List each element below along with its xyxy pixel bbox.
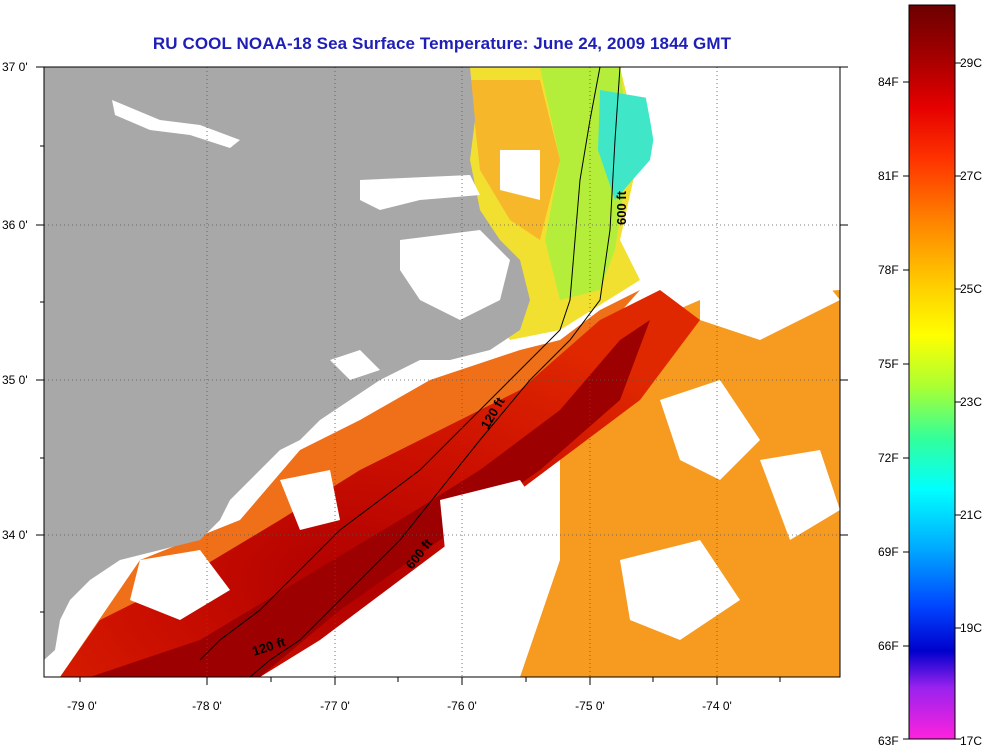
- celsius-label: 23C: [960, 395, 982, 409]
- cloud-patch: [700, 250, 840, 340]
- fahrenheit-label: 84F: [878, 75, 899, 89]
- pamlico-sound: [400, 230, 510, 320]
- fahrenheit-label: 75F: [878, 357, 899, 371]
- cloud-patch: [280, 470, 340, 530]
- longitude-label: -75 0': [575, 699, 605, 713]
- fahrenheit-label: 63F: [878, 734, 899, 748]
- cloud-patch: [130, 550, 230, 620]
- colorbar-gradient: [908, 4, 956, 740]
- fahrenheit-label: 69F: [878, 545, 899, 559]
- cloud-patch: [360, 600, 440, 660]
- cloud-patch: [760, 450, 840, 540]
- cloud-patch: [640, 67, 840, 240]
- map-frame: [43, 66, 841, 678]
- inland-river: [112, 100, 240, 148]
- cloud-patch: [500, 150, 540, 200]
- fahrenheit-label: 66F: [878, 639, 899, 653]
- contour-label: 600 ft: [614, 190, 629, 225]
- celsius-label: 29C: [960, 56, 982, 70]
- latitude-label: 34 0': [2, 528, 28, 542]
- celsius-label: 21C: [960, 508, 982, 522]
- tick-marks: [36, 66, 848, 685]
- longitude-label: -76 0': [447, 699, 477, 713]
- land-mass: [44, 67, 530, 660]
- longitude-label: -78 0': [192, 699, 222, 713]
- fahrenheit-label: 81F: [878, 169, 899, 183]
- celsius-label: 27C: [960, 169, 982, 183]
- celsius-label: 17C: [960, 734, 982, 748]
- longitude-label: -79 0': [67, 699, 97, 713]
- latitude-label: 35 0': [2, 373, 28, 387]
- cloud-patch: [620, 540, 740, 640]
- colorbar: 84F 81F 78F 75F 72F 69F 66F 63F 29C 27C …: [878, 4, 982, 748]
- fahrenheit-label: 72F: [878, 451, 899, 465]
- grid-lines: [44, 67, 840, 677]
- contour-line: [249, 66, 621, 678]
- albemarle-sound: [360, 175, 480, 210]
- inland-river: [330, 350, 380, 380]
- celsius-label: 25C: [960, 282, 982, 296]
- celsius-label: 19C: [960, 621, 982, 635]
- cloud-patch: [440, 480, 560, 610]
- latitude-label: 36 0': [2, 218, 28, 232]
- longitude-label: -74 0': [702, 699, 732, 713]
- latitude-label: 37 0': [2, 60, 28, 74]
- map-title: RU COOL NOAA-18 Sea Surface Temperature:…: [152, 34, 732, 53]
- fahrenheit-label: 78F: [878, 263, 899, 277]
- cloud-patch: [660, 380, 760, 480]
- longitude-label: -77 0': [320, 699, 350, 713]
- contour-line: [199, 66, 601, 661]
